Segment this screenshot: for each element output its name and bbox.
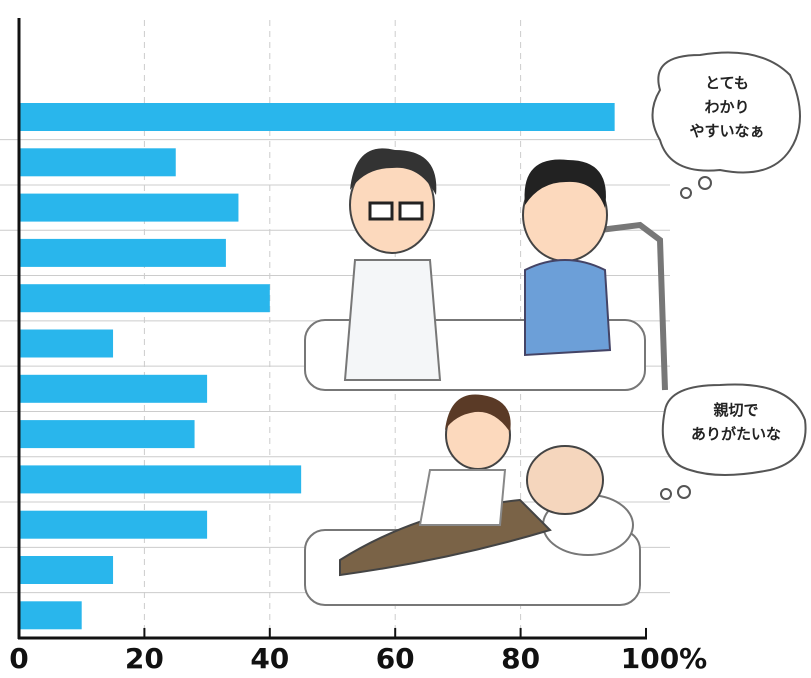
bar — [19, 556, 114, 584]
bar — [19, 148, 176, 177]
x-tick-label: 80 — [501, 642, 540, 675]
bar — [19, 103, 615, 131]
bubble-text: やすいなぁ — [689, 122, 764, 140]
bar — [19, 510, 208, 539]
bar — [19, 420, 195, 449]
bar — [19, 465, 302, 494]
bubble-text: ありがたいな — [691, 425, 781, 443]
bar — [19, 193, 239, 222]
illustration — [304, 51, 807, 606]
bubble-text: とても — [705, 74, 749, 92]
x-tick-label: 60 — [376, 642, 415, 675]
bar — [19, 238, 226, 267]
bar — [19, 284, 270, 313]
bubble-text: わかり — [704, 98, 749, 116]
bar — [19, 601, 82, 630]
bar — [19, 374, 208, 403]
x-tick-label: 20 — [125, 642, 164, 675]
x-tick-label: 40 — [250, 642, 289, 675]
x-tick-label: 0 — [9, 642, 28, 675]
bar — [19, 329, 114, 358]
bubble-text: 親切で — [713, 401, 758, 419]
x-tick-label: 100% — [621, 642, 708, 675]
